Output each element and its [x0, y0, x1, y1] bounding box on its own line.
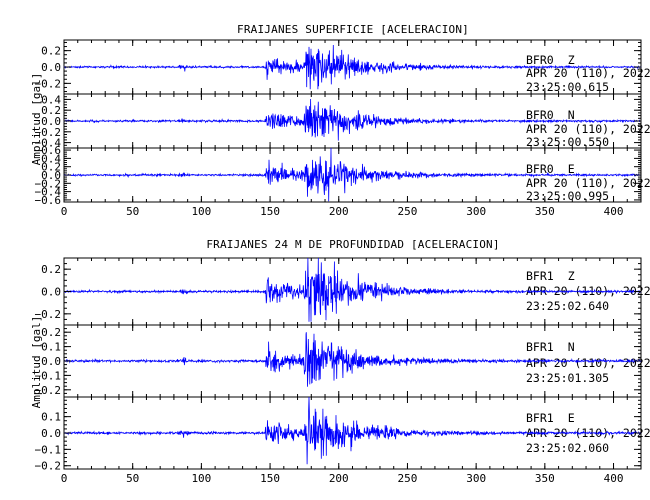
x-tick-label: 0 — [61, 205, 68, 218]
panel-title: FRAIJANES 24 M DE PROFUNDIDAD [ACELERACI… — [206, 238, 499, 251]
y-tick-label: 0.2 — [41, 263, 61, 276]
x-tick-label: 300 — [466, 205, 486, 218]
x-tick-labels: 0 50 100 150 200 250 300 350 400 — [61, 472, 624, 485]
channel-date: APR 20 (110), 2022 — [526, 122, 650, 136]
channel-time: 23:25:02.640 — [526, 299, 609, 313]
waveform-trace — [63, 44, 642, 90]
channel-date: APR 20 (110), 2022 — [526, 176, 650, 190]
x-tick-label: 150 — [260, 472, 280, 485]
station-name: BFR1 — [526, 340, 554, 354]
channel-n: BFR1 N APR 20 (110), 2022 23:25:01.305 −0… — [35, 324, 650, 398]
panel-surface: FRAIJANES SUPERFICIE [ACELERACION] Ampli… — [30, 23, 650, 218]
y-tick-label: −0.2 — [35, 126, 62, 139]
y-tick-label: 0.0 — [41, 355, 61, 368]
station-name: BFR0 — [526, 162, 554, 176]
channel-n: BFR0 N APR 20 (110), 2022 23:25:00.550 −0… — [35, 93, 650, 149]
y-tick-label: −0.1 — [35, 369, 62, 382]
waveform-trace — [63, 332, 642, 387]
component-name: N — [568, 108, 575, 122]
x-tick-label: 50 — [126, 205, 139, 218]
channel-time: 23:25:01.305 — [526, 371, 609, 385]
x-tick-label: 350 — [535, 205, 555, 218]
component-name: E — [568, 411, 575, 425]
x-tick-labels: 0 50 100 150 200 250 300 350 400 — [61, 205, 624, 218]
station-name: BFR0 — [526, 108, 554, 122]
channel-station-label: BFR1 Z — [526, 269, 575, 283]
station-name: BFR1 — [526, 269, 554, 283]
x-tick-label: 300 — [466, 472, 486, 485]
waveform-trace — [63, 98, 642, 141]
y-tick-label: 0.6 — [41, 144, 61, 157]
x-tick-label: 100 — [191, 472, 211, 485]
channel-station-label: BFR1 N — [526, 340, 575, 354]
x-tick-label: 50 — [126, 472, 139, 485]
y-tick-label: 0.2 — [41, 104, 61, 117]
channel-z: BFR0 Z APR 20 (110), 2022 23:25:00.615 −0… — [35, 39, 650, 95]
y-tick-label: −0.2 — [35, 177, 62, 190]
waveform-trace — [63, 257, 642, 322]
y-tick-label: 0.4 — [41, 93, 61, 106]
y-tick-label: 0.0 — [41, 286, 61, 299]
y-tick-label: 0.0 — [41, 115, 61, 128]
x-tick-label: 250 — [398, 472, 418, 485]
component-name: N — [568, 340, 575, 354]
x-tick-label: 250 — [398, 205, 418, 218]
y-tick-label: 0.0 — [41, 427, 61, 440]
y-tick-label: 0.0 — [41, 61, 61, 74]
y-tick-label: −0.2 — [35, 460, 62, 473]
y-tick-label: −0.4 — [35, 186, 62, 199]
y-axis-label: Amplitud [gal] — [30, 316, 43, 409]
y-tick-label: 0.1 — [41, 341, 61, 354]
x-tick-label: 200 — [329, 472, 349, 485]
y-tick-label: 0.2 — [41, 326, 61, 339]
waveform-trace — [63, 147, 641, 202]
channel-time: 23:25:00.550 — [526, 135, 609, 149]
channel-date: APR 20 (110), 2022 — [526, 66, 650, 80]
y-tick-label: −0.2 — [35, 308, 62, 321]
y-tick-label: 0.2 — [41, 45, 61, 58]
y-tick-label: 0.2 — [41, 161, 61, 174]
y-axis-label: Amplitud [gal] — [30, 73, 43, 166]
channel-time: 23:25:00.615 — [526, 80, 609, 94]
x-tick-label: 400 — [604, 472, 624, 485]
channel-station-label: BFR0 E — [526, 162, 575, 176]
waveform-trace — [64, 396, 642, 465]
x-tick-label: 350 — [535, 472, 555, 485]
panel-title: FRAIJANES SUPERFICIE [ACELERACION] — [237, 23, 469, 36]
x-tick-label: 0 — [61, 472, 68, 485]
panel-depth-24m: FRAIJANES 24 M DE PROFUNDIDAD [ACELERACI… — [30, 238, 650, 485]
y-tick-label: 0.1 — [41, 411, 61, 424]
channel-e: BFR1 E APR 20 (110), 2022 23:25:02.060 −0… — [35, 396, 650, 473]
y-tick-label: −0.2 — [35, 384, 62, 397]
channel-station-label: BFR0 Z — [526, 53, 575, 67]
y-tick-label: 0.0 — [41, 169, 61, 182]
x-tick-label: 400 — [604, 205, 624, 218]
channel-time: 23:25:02.060 — [526, 441, 609, 455]
channel-station-label: BFR1 E — [526, 411, 575, 425]
station-name: BFR0 — [526, 53, 554, 67]
channel-e: BFR0 E APR 20 (110), 2022 23:25:00.995 −0… — [35, 144, 650, 207]
y-tick-label: −0.4 — [35, 137, 62, 150]
component-name: Z — [568, 53, 575, 67]
channel-station-label: BFR0 N — [526, 108, 575, 122]
y-tick-label: 0.4 — [41, 152, 61, 165]
y-tick-label: −0.1 — [35, 443, 62, 456]
channel-time: 23:25:00.995 — [526, 189, 609, 203]
component-name: Z — [568, 269, 575, 283]
component-name: E — [568, 162, 575, 176]
y-tick-label: −0.2 — [35, 77, 62, 90]
channel-date: APR 20 (110), 2022 — [526, 356, 650, 370]
channel-z: BFR1 Z APR 20 (110), 2022 23:25:02.640 −0… — [35, 257, 650, 326]
x-tick-label: 150 — [260, 205, 280, 218]
station-name: BFR1 — [526, 411, 554, 425]
x-tick-label: 100 — [191, 205, 211, 218]
y-tick-label: −0.6 — [35, 194, 62, 207]
x-tick-label: 200 — [329, 205, 349, 218]
